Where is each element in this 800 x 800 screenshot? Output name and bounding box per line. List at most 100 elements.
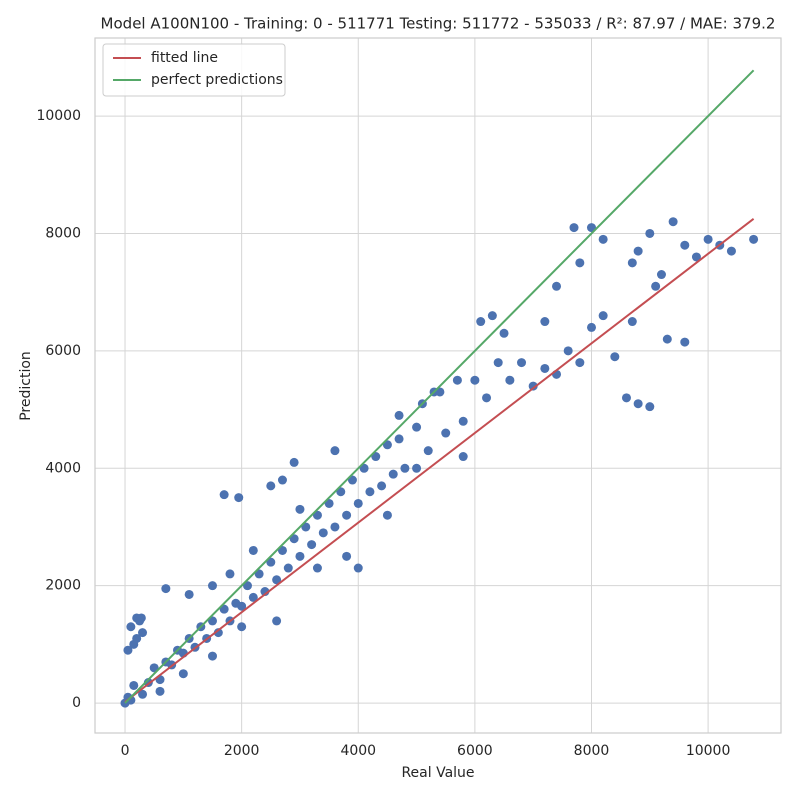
scatter-point [540,317,550,327]
scatter-point [633,246,643,256]
scatter-point [382,510,392,520]
scatter-point [129,639,139,649]
scatter-point [691,252,701,262]
scatter-point [178,669,188,679]
scatter-point [330,522,340,532]
scatter-point [342,510,352,520]
plot-frame [94,37,782,734]
scatter-point [645,402,655,412]
scatter-point [277,475,287,485]
x-tick-label: 10000 [686,743,731,759]
y-axis-label: Prediction [18,351,34,421]
x-tick-label: 8000 [574,743,610,759]
scatter-point [598,234,608,244]
scatter-point [388,469,398,479]
scatter-point [656,270,666,280]
scatter-point [633,399,643,409]
scatter-point [394,410,404,420]
scatter-point [295,551,305,561]
series-line [124,69,755,704]
scatter-point [248,545,258,555]
x-tick-label: 6000 [457,743,493,759]
scatter-point [412,463,422,473]
scatter-point [505,375,515,385]
scatter-point [499,328,509,338]
scatter-point [377,481,387,491]
x-tick-label: 4000 [340,743,376,759]
scatter-point [353,498,363,508]
legend-label: fitted line [151,50,218,66]
scatter-point [138,689,148,699]
scatter-point [726,246,736,256]
scatter-point [569,223,579,233]
scatter-point [307,540,317,550]
legend-label: perfect predictions [151,72,283,88]
legend-box [102,43,286,97]
scatter-point [517,358,527,368]
chart-title: Model A100N100 - Training: 0 - 511771 Te… [101,15,776,33]
scatter-point [330,446,340,456]
scatter-point [423,446,433,456]
x-tick-label: 0 [121,743,130,759]
scatter-point [540,363,550,373]
scatter-point [219,490,229,500]
legend: fitted line perfect predictions [102,43,286,97]
scatter-point [680,240,690,250]
scatter-point [155,686,165,696]
scatter-point [458,416,468,426]
scatter-point [353,563,363,573]
scatter-point [283,563,293,573]
scatter-point [412,422,422,432]
scatter-point [400,463,410,473]
scatter-point [266,481,276,491]
y-tick-label: 0 [72,695,81,711]
scatter-point [470,375,480,385]
series-line [124,218,755,703]
scatter-point [651,281,661,291]
scatter-point [668,217,678,227]
scatter-point [394,434,404,444]
scatter-point [452,375,462,385]
scatter-point [493,358,503,368]
scatter-point [312,563,322,573]
scatter-point [680,337,690,347]
scatter-point [598,311,608,321]
scatter-point [563,346,573,356]
scatter-point [528,381,538,391]
y-tick-label: 10000 [36,108,81,124]
x-axis-label: Real Value [401,765,474,781]
scatter-point [575,358,585,368]
scatter-point [441,428,451,438]
scatter-point [138,628,148,638]
scatter-point [295,504,305,514]
scatter-point [627,258,637,268]
scatter-point [662,334,672,344]
scatter-point [272,575,282,585]
y-tick-label: 2000 [45,578,81,594]
scatter-point [621,393,631,403]
scatter-point [458,452,468,462]
scatter-point [126,622,136,632]
scatter-point [627,317,637,327]
scatter-point [248,592,258,602]
scatter-point [342,551,352,561]
scatter-point [610,352,620,362]
scatter-point [237,601,247,611]
scatter-point [749,234,759,244]
scatter-point [575,258,585,268]
scatter-point [213,628,223,638]
scatter-point [225,569,235,579]
y-tick-label: 6000 [45,343,81,359]
scatter-point [207,581,217,591]
scatter-point [234,493,244,503]
x-tick-label: 2000 [224,743,260,759]
scatter-point [129,680,139,690]
scatter-point [487,311,497,321]
scatter-point [272,616,282,626]
scatter-point [161,584,171,594]
scatter-point [289,457,299,467]
scatter-point [365,487,375,497]
scatter-point [184,589,194,599]
